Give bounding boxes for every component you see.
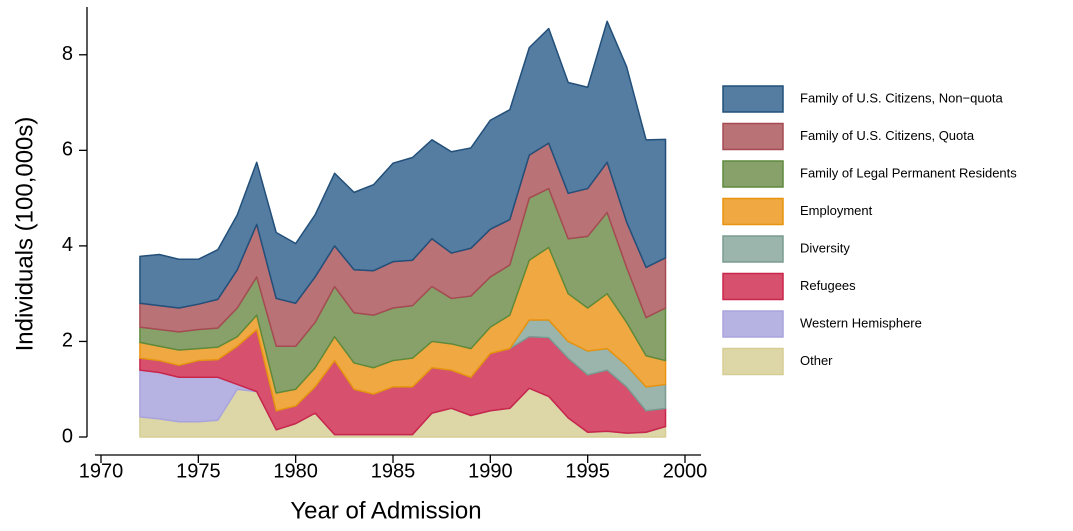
legend-label: Western Hemisphere <box>800 315 922 330</box>
x-tick-label: 1985 <box>371 460 416 482</box>
legend-label: Family of U.S. Citizens, Quota <box>800 128 975 143</box>
legend-label: Family of Legal Permanent Residents <box>800 165 1017 180</box>
legend-swatch <box>722 347 784 376</box>
legend-label: Family of U.S. Citizens, Non−quota <box>800 90 1003 105</box>
x-tick-label: 1975 <box>176 460 221 482</box>
y-axis-title: Individuals (100,000s) <box>11 117 38 352</box>
legend-label: Refugees <box>800 278 856 293</box>
x-axis-title: Year of Admission <box>290 497 481 524</box>
legend-swatch <box>722 235 784 263</box>
y-tick-label: 4 <box>62 234 73 256</box>
x-tick-label: 1990 <box>468 460 513 482</box>
x-tick-label: 2000 <box>663 460 708 482</box>
legend-swatch <box>722 197 784 226</box>
legend-label: Diversity <box>800 240 850 255</box>
legend-swatch <box>722 85 784 113</box>
x-tick-label: 1980 <box>273 460 318 482</box>
legend-label: Other <box>800 353 833 368</box>
y-tick-label: 2 <box>62 330 73 352</box>
legend-swatch <box>722 122 784 151</box>
x-tick-label: 1995 <box>565 460 610 482</box>
y-tick-label: 6 <box>62 139 73 161</box>
legend-label: Employment <box>800 203 873 218</box>
x-tick-label: 1970 <box>79 460 124 482</box>
y-tick-label: 0 <box>62 425 73 447</box>
plot-area <box>139 20 667 438</box>
legend-swatch <box>722 310 784 338</box>
y-tick-label: 8 <box>62 43 73 65</box>
legend-swatch <box>722 272 784 301</box>
area <box>139 20 667 309</box>
legend-swatch <box>722 160 784 188</box>
